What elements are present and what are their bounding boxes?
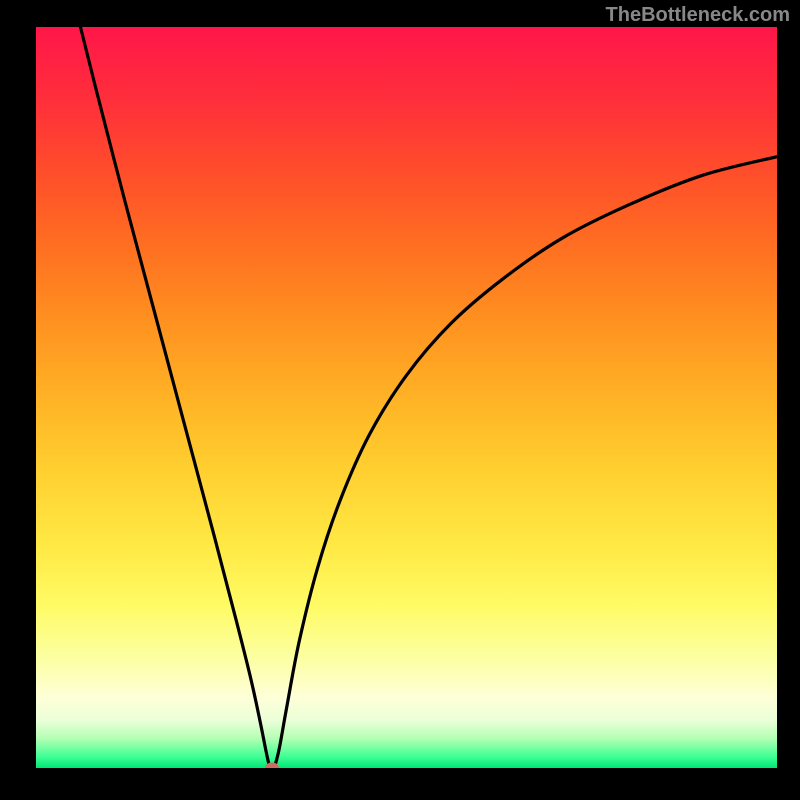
chart-container: TheBottleneck.com: [0, 0, 800, 800]
bottleneck-curve: [36, 27, 777, 768]
optimal-point-marker: [265, 763, 279, 769]
watermark-text: TheBottleneck.com: [606, 4, 790, 27]
plot-area: [36, 27, 777, 768]
